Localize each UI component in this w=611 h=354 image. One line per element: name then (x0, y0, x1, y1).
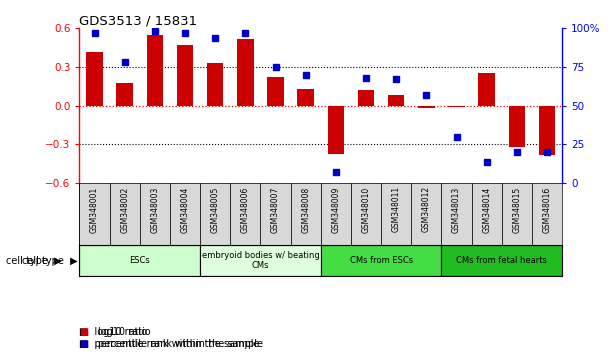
Text: GSM348007: GSM348007 (271, 186, 280, 233)
Text: CMs from fetal hearts: CMs from fetal hearts (456, 256, 547, 265)
Text: ■: ■ (79, 326, 89, 337)
Bar (442, 245, 562, 276)
Bar (298, 89, 314, 106)
Text: GSM348009: GSM348009 (331, 186, 340, 233)
Text: ■  percentile rank within the sample: ■ percentile rank within the sample (79, 339, 260, 349)
Text: GSM348003: GSM348003 (150, 186, 159, 233)
Bar (177, 45, 193, 106)
Bar (116, 82, 133, 106)
Bar (267, 78, 284, 106)
Text: GDS3513 / 15831: GDS3513 / 15831 (79, 14, 197, 27)
Text: GSM348016: GSM348016 (543, 186, 552, 233)
Text: GSM348005: GSM348005 (211, 186, 220, 233)
Bar (230, 183, 260, 245)
Bar (502, 183, 532, 245)
Text: ESCs: ESCs (130, 256, 150, 265)
Bar (291, 183, 321, 245)
Text: GSM348008: GSM348008 (301, 186, 310, 233)
Bar (381, 183, 411, 245)
Bar (448, 106, 465, 107)
Bar (418, 106, 434, 108)
Bar (357, 90, 375, 106)
Text: cell type  ▶: cell type ▶ (6, 256, 62, 266)
Text: ■: ■ (79, 339, 89, 349)
Bar (147, 35, 163, 106)
Bar (442, 183, 472, 245)
Text: GSM348011: GSM348011 (392, 186, 401, 233)
Bar (109, 183, 140, 245)
Text: GSM348006: GSM348006 (241, 186, 250, 233)
Bar (411, 183, 441, 245)
Text: log10 ratio: log10 ratio (98, 326, 150, 337)
Bar (200, 245, 321, 276)
Bar (86, 52, 103, 106)
Text: ■  log10 ratio: ■ log10 ratio (79, 326, 147, 337)
Bar (478, 74, 495, 106)
Bar (321, 245, 442, 276)
Bar (79, 245, 200, 276)
Bar (472, 183, 502, 245)
Bar (79, 183, 109, 245)
Text: GSM348013: GSM348013 (452, 186, 461, 233)
Bar (539, 106, 555, 155)
Bar (388, 96, 404, 106)
Bar (321, 183, 351, 245)
Text: CMs from ESCs: CMs from ESCs (349, 256, 412, 265)
Text: GSM348012: GSM348012 (422, 186, 431, 233)
Bar (237, 39, 254, 106)
Text: GSM348004: GSM348004 (180, 186, 189, 233)
Text: GSM348015: GSM348015 (513, 186, 521, 233)
Bar (140, 183, 170, 245)
Bar (207, 63, 224, 106)
Bar (200, 183, 230, 245)
Text: percentile rank within the sample: percentile rank within the sample (98, 339, 263, 349)
Text: GSM348014: GSM348014 (482, 186, 491, 233)
Bar (260, 183, 291, 245)
Bar (351, 183, 381, 245)
Text: GSM348001: GSM348001 (90, 186, 99, 233)
Bar (170, 183, 200, 245)
Text: cell type  ▶: cell type ▶ (22, 256, 78, 266)
Text: GSM348002: GSM348002 (120, 186, 129, 233)
Text: GSM348010: GSM348010 (362, 186, 370, 233)
Bar (508, 106, 525, 147)
Bar (327, 106, 344, 154)
Text: embryoid bodies w/ beating
CMs: embryoid bodies w/ beating CMs (202, 251, 320, 270)
Bar (532, 183, 562, 245)
